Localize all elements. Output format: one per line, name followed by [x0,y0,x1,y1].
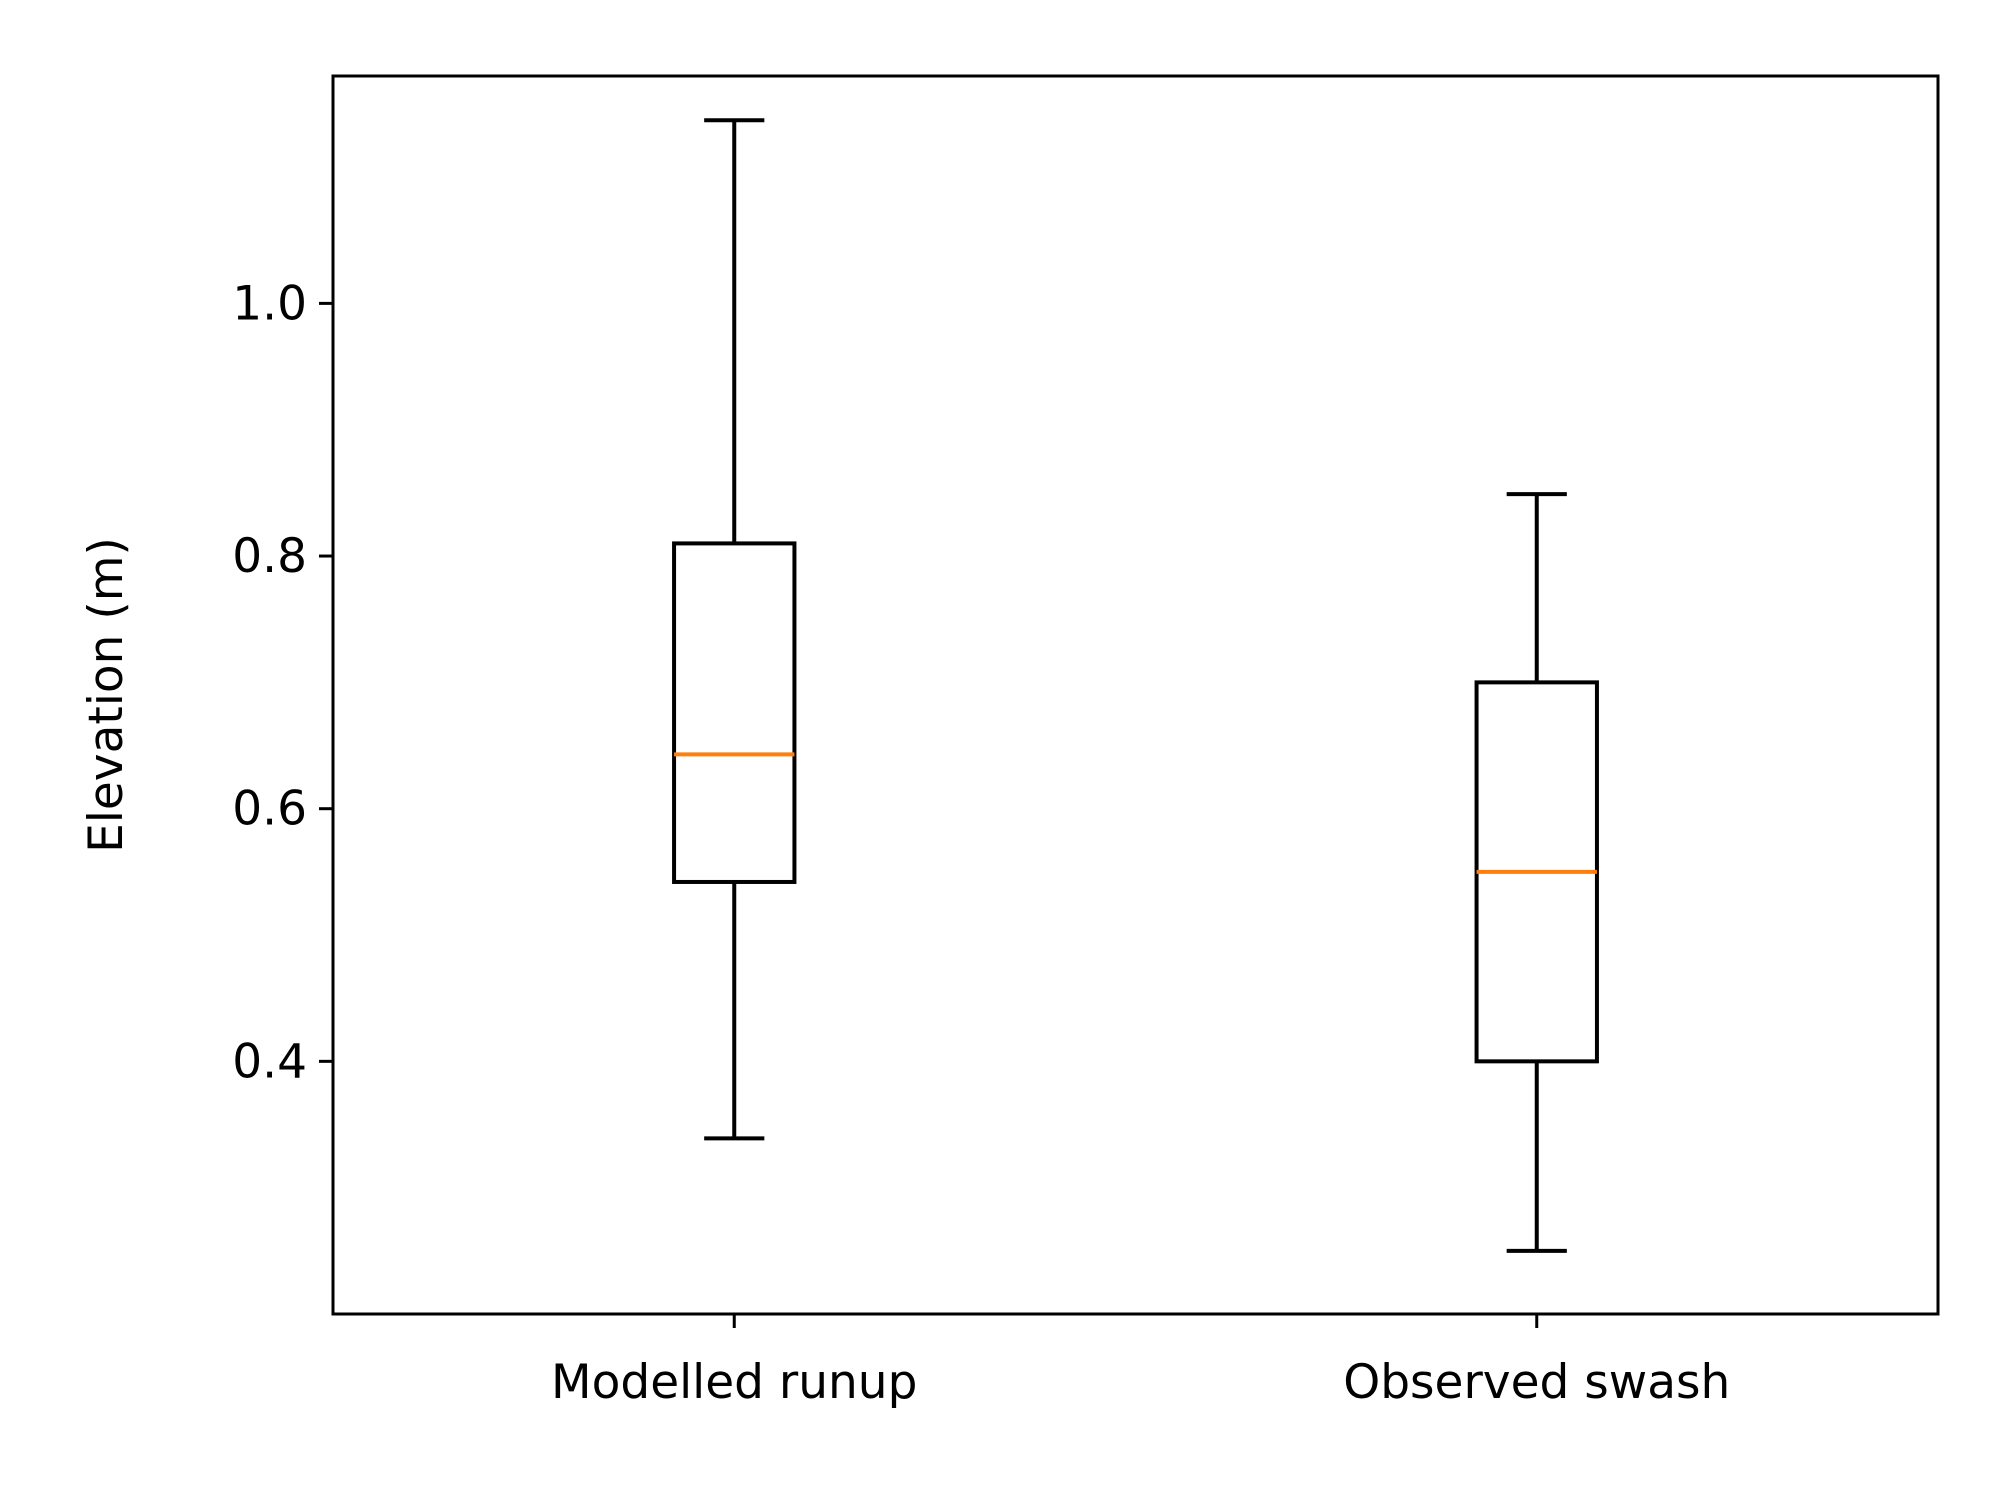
y-tick-label: 0.6 [232,782,307,837]
box-2 [1474,492,1599,1253]
y-axis-label: Elevation (m) [79,537,134,853]
boxes [672,118,1599,1253]
y-tick-label: 1.0 [232,276,307,331]
box-1 [672,118,797,1141]
x-tick-label: Modelled runup [551,1355,917,1410]
y-axis: 0.4 0.6 0.8 1.0 [232,276,333,1089]
x-axis: Modelled runup Observed swash [551,1314,1730,1410]
y-tick-label: 0.4 [232,1034,307,1089]
x-tick-label: Observed swash [1343,1355,1730,1410]
y-tick-label: 0.8 [232,529,307,584]
box-iqr [672,541,797,884]
plot-area-frame [331,74,1940,1316]
